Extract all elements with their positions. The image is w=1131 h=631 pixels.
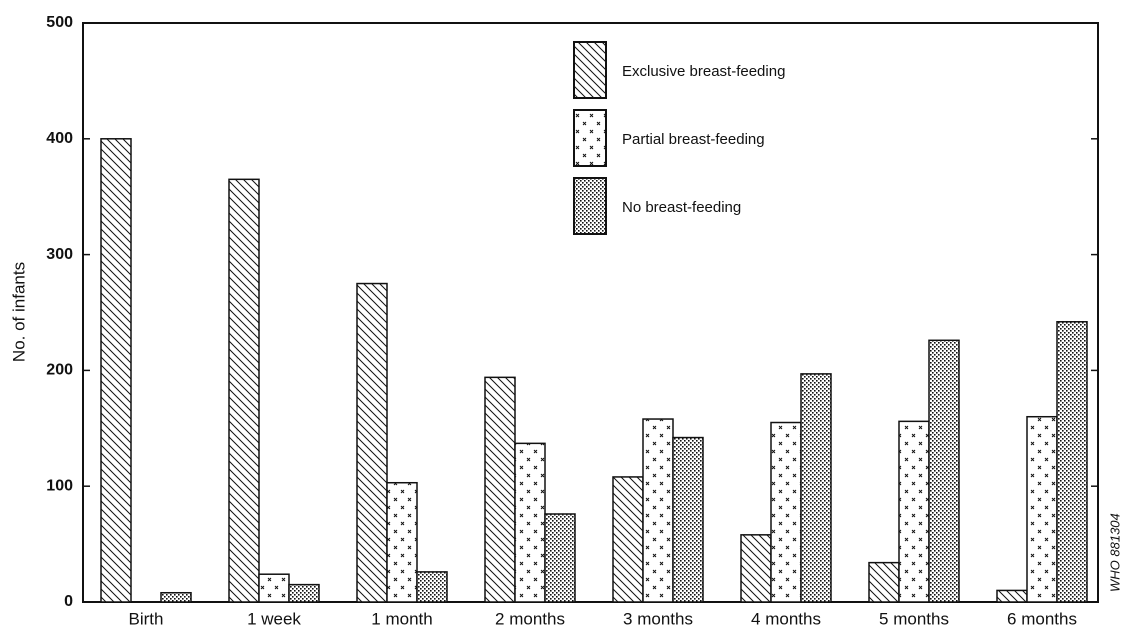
bar	[484, 376, 516, 603]
bar	[612, 476, 644, 603]
bar	[1026, 415, 1058, 603]
x-tick-label: 3 months	[623, 609, 693, 628]
bar	[258, 573, 290, 603]
bar	[356, 282, 388, 603]
x-tick-label: 5 months	[879, 609, 949, 628]
y-axis-label: No. of infants	[9, 262, 28, 362]
bar	[160, 591, 192, 603]
bar	[386, 481, 418, 603]
y-tick-label: 200	[46, 362, 73, 379]
legend-label: Partial breast-feeding	[622, 131, 765, 148]
x-tick-label: 4 months	[751, 609, 821, 628]
y-tick-label: 0	[64, 593, 73, 610]
legend-swatch	[573, 109, 607, 167]
bar	[740, 534, 772, 603]
y-tick-label: 300	[46, 246, 73, 263]
x-tick-label: 1 week	[247, 609, 301, 628]
y-tick-label: 400	[46, 130, 73, 147]
bar	[996, 589, 1028, 603]
x-tick-label: Birth	[129, 609, 164, 628]
bar	[800, 373, 832, 603]
bar	[100, 138, 132, 603]
x-tick-label: 1 month	[371, 609, 432, 628]
y-tick-label: 100	[46, 477, 73, 494]
x-tick-label: 2 months	[495, 609, 565, 628]
legend-swatch	[573, 177, 607, 235]
bar	[642, 418, 674, 603]
y-tick-label: 500	[46, 14, 73, 31]
x-tick-label: 6 months	[1007, 609, 1077, 628]
bar	[898, 420, 930, 603]
bar	[514, 442, 546, 603]
bar	[228, 178, 260, 603]
bar	[288, 583, 320, 603]
legend-label: No breast-feeding	[622, 199, 741, 216]
bar	[770, 421, 802, 603]
bar	[416, 571, 448, 603]
bar	[868, 561, 900, 603]
bar	[672, 436, 704, 603]
bar	[928, 339, 960, 603]
side-note: WHO 881304	[1107, 513, 1122, 592]
bar	[544, 513, 576, 603]
bar	[1056, 321, 1088, 603]
legend-label: Exclusive breast-feeding	[622, 63, 785, 80]
legend-swatch	[573, 41, 607, 99]
